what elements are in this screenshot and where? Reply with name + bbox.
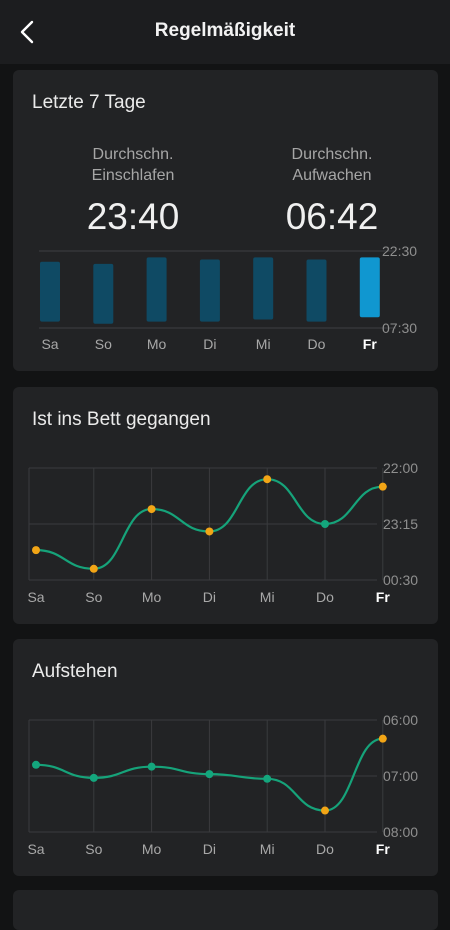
sleep-range-bar bbox=[40, 261, 60, 322]
page-title: Regelmäßigkeit bbox=[154, 20, 296, 41]
x-tick-label: Fr bbox=[376, 841, 391, 857]
x-tick-label: So bbox=[85, 589, 102, 605]
data-point bbox=[205, 770, 214, 779]
data-point bbox=[205, 527, 214, 536]
y-tick-label: 00:30 bbox=[383, 572, 418, 588]
bedtime-line-chart: 22:00 23:15 00:30 Sa So Mo Di Mi Do Fr bbox=[27, 460, 418, 605]
data-point bbox=[321, 806, 329, 815]
data-point bbox=[263, 774, 272, 783]
data-point bbox=[32, 760, 40, 769]
avg-sleep-label: Durchschn. Einschlafen bbox=[91, 146, 175, 184]
x-tick-label: Sa bbox=[27, 589, 44, 605]
sleep-range-bar bbox=[199, 259, 220, 322]
x-tick-label: So bbox=[95, 336, 112, 352]
sleep-range-bar bbox=[306, 259, 327, 322]
summary-card-title: Letzte 7 Tage bbox=[32, 92, 146, 113]
data-point bbox=[89, 564, 98, 573]
chevron-left-icon bbox=[20, 20, 34, 44]
y-tick-label: 06:00 bbox=[383, 712, 418, 728]
bedtime-card: Ist ins Bett gegangen 22:00 23:15 00:30 Sa S… bbox=[13, 387, 438, 624]
data-point bbox=[89, 773, 98, 782]
avg-sleep-block: Durchschn. Einschlafen 23:40 bbox=[43, 144, 223, 238]
avg-sleep-value: 23:40 bbox=[86, 196, 180, 237]
data-point bbox=[147, 762, 156, 771]
x-tick-label: So bbox=[85, 841, 102, 857]
x-tick-label: Mi bbox=[256, 336, 271, 352]
avg-wake-label: Durchschn. Aufwachen bbox=[291, 146, 373, 184]
data-point bbox=[378, 482, 387, 491]
x-tick-label: Do bbox=[316, 589, 334, 605]
wakeup-line-chart: 06:00 07:00 08:00 Sa So Mo Di Mi Do Fr bbox=[27, 712, 418, 857]
top-bar: Regelmäßigkeit bbox=[0, 0, 450, 64]
x-tick-label: Mi bbox=[260, 841, 275, 857]
y-tick-label: 23:15 bbox=[383, 516, 418, 532]
next-card bbox=[13, 890, 438, 930]
x-tick-label: Sa bbox=[27, 841, 44, 857]
data-point bbox=[378, 734, 387, 743]
wakeup-card: Aufstehen 06:00 07:00 08:00 Sa So Mo Di Mi Do Fr bbox=[13, 639, 438, 876]
x-tick-label: Mo bbox=[142, 841, 162, 857]
x-tick-label: Fr bbox=[376, 589, 391, 605]
y-tick-label: 07:00 bbox=[383, 768, 418, 784]
sleep-range-bar bbox=[359, 257, 380, 318]
avg-wake-block: Durchschn. Aufwachen 06:42 bbox=[242, 144, 422, 238]
sleep-range-bar bbox=[146, 257, 167, 322]
x-tick-label: Sa bbox=[41, 336, 58, 352]
data-point bbox=[263, 475, 272, 484]
x-tick-label: Fr bbox=[363, 336, 378, 352]
data-point bbox=[32, 546, 40, 555]
avg-wake-value: 06:42 bbox=[285, 196, 379, 237]
x-tick-label: Do bbox=[316, 841, 334, 857]
bedtime-card-title: Ist ins Bett gegangen bbox=[32, 409, 211, 430]
x-tick-label: Do bbox=[308, 336, 326, 352]
sleep-range-bar-chart: 22:30 07:30 Sa So Mo Di Mi Do Fr bbox=[39, 243, 417, 352]
x-tick-label: Mi bbox=[260, 589, 275, 605]
sleep-range-bar bbox=[93, 263, 114, 324]
x-tick-label: Mo bbox=[142, 589, 162, 605]
back-button[interactable] bbox=[8, 12, 48, 52]
y-tick-label: 07:30 bbox=[382, 320, 417, 336]
summary-card: Letzte 7 Tage Durchschn. Einschlafen 23:… bbox=[13, 70, 438, 371]
sleep-range-bar bbox=[253, 257, 274, 320]
x-tick-label: Di bbox=[203, 336, 216, 352]
y-tick-label: 22:30 bbox=[382, 243, 417, 259]
wakeup-card-title: Aufstehen bbox=[32, 661, 118, 682]
x-tick-label: Di bbox=[203, 589, 216, 605]
data-point bbox=[321, 520, 329, 528]
y-tick-label: 08:00 bbox=[383, 824, 418, 840]
y-tick-label: 22:00 bbox=[383, 460, 418, 476]
x-tick-label: Di bbox=[203, 841, 216, 857]
x-tick-label: Mo bbox=[147, 336, 167, 352]
data-point bbox=[147, 505, 156, 514]
